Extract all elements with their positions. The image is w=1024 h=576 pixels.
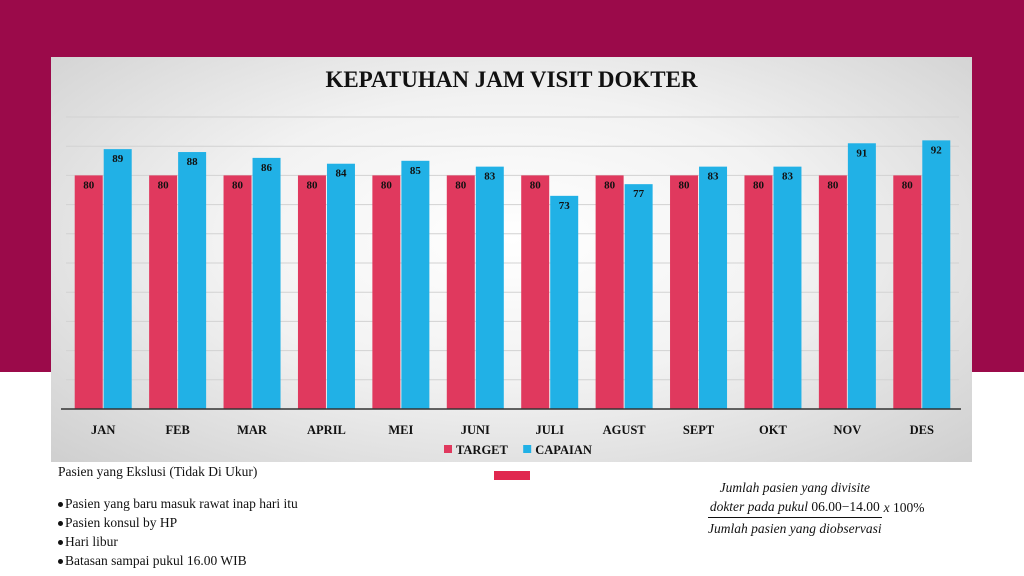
exclusion-notes: Pasien yang Ekslusi (Tidak Di Ukur) Pasi… xyxy=(58,464,298,570)
decorative-dash xyxy=(494,471,530,480)
bar-target xyxy=(446,175,475,409)
exclusion-heading: Pasien yang Ekslusi (Tidak Di Ukur) xyxy=(58,464,258,479)
bar-capaian xyxy=(326,163,355,409)
x-tick-label: DES xyxy=(910,423,934,437)
bar-capaian xyxy=(773,166,802,409)
legend-label: CAPAIAN xyxy=(535,443,592,457)
data-label: 91 xyxy=(856,147,867,159)
bullet-icon xyxy=(58,559,63,565)
bar-target xyxy=(74,175,103,409)
data-label: 92 xyxy=(931,144,943,156)
bar-target xyxy=(818,175,847,409)
data-label: 85 xyxy=(410,165,422,177)
data-label: 77 xyxy=(633,188,645,200)
x-tick-label: OKT xyxy=(759,423,787,437)
data-label: 80 xyxy=(827,179,839,191)
data-label: 80 xyxy=(753,179,765,191)
x-tick-label: MEI xyxy=(388,423,413,437)
formula-denominator: Jumlah pasien yang diobservasi xyxy=(708,521,882,536)
data-label: 80 xyxy=(455,179,467,191)
x-tick-label: JAN xyxy=(91,423,115,437)
bar-capaian xyxy=(847,143,876,409)
formula-multiplier: x 100% xyxy=(883,500,925,515)
bullet-icon xyxy=(58,502,63,508)
bar-target xyxy=(670,175,699,409)
data-label: 89 xyxy=(112,153,124,165)
fraction-line xyxy=(708,517,882,518)
data-label: 86 xyxy=(261,162,273,174)
data-label: 83 xyxy=(484,171,496,183)
bar-capaian xyxy=(103,149,132,409)
exclusion-item: Pasien yang baru masuk rawat inap hari i… xyxy=(58,494,298,513)
exclusion-item: Hari libur xyxy=(58,532,298,551)
bar-target xyxy=(297,175,326,409)
bar-target xyxy=(893,175,922,409)
data-label: 80 xyxy=(530,179,542,191)
data-label: 80 xyxy=(83,179,95,191)
x-tick-label: JULI xyxy=(535,423,564,437)
bar-capaian xyxy=(624,184,653,409)
bar-capaian xyxy=(178,152,207,409)
data-label: 84 xyxy=(335,168,347,180)
data-label: 80 xyxy=(381,179,393,191)
bar-target xyxy=(595,175,624,409)
x-tick-label: SEPT xyxy=(683,423,715,437)
data-label: 83 xyxy=(708,171,720,183)
bullet-icon xyxy=(58,521,63,527)
bar-capaian xyxy=(401,160,430,409)
exclusion-item: Pasien konsul by HP xyxy=(58,513,298,532)
data-label: 80 xyxy=(158,179,170,191)
compliance-formula: Jumlah pasien yang divisite dokter pada … xyxy=(708,478,924,538)
chart-title: KEPATUHAN JAM VISIT DOKTER xyxy=(325,67,698,92)
legend-swatch-target xyxy=(444,445,452,453)
formula-fraction: Jumlah pasien yang divisite dokter pada … xyxy=(708,478,882,538)
data-label: 80 xyxy=(604,179,616,191)
bar-capaian xyxy=(252,157,281,409)
bar-capaian xyxy=(475,166,504,409)
exclusion-item: Batasan sampai pukul 16.00 WIB xyxy=(58,551,298,570)
data-label: 80 xyxy=(679,179,691,191)
x-tick-label: AGUST xyxy=(603,423,647,437)
x-tick-label: JUNI xyxy=(461,423,490,437)
formula-numerator: Jumlah pasien yang divisite dokter pada … xyxy=(709,480,880,514)
bar-target xyxy=(223,175,252,409)
x-tick-label: FEB xyxy=(165,423,189,437)
legend-swatch-capaian xyxy=(523,445,532,453)
data-label: 83 xyxy=(782,171,794,183)
data-label: 80 xyxy=(232,179,244,191)
bar-target xyxy=(372,175,401,409)
x-tick-label: NOV xyxy=(833,423,861,437)
bar-capaian xyxy=(550,195,579,409)
chart-panel: KEPATUHAN JAM VISIT DOKTER 80 89 JAN 80 88 FE… xyxy=(51,57,972,462)
bar-capaian xyxy=(922,140,951,410)
bullet-icon xyxy=(58,540,63,546)
legend-label: TARGET xyxy=(456,443,509,457)
bar-chart: 80 89 JAN 80 88 FEB 80 86 MAR 80 84 APRIL 80 85 MEI 80 8… xyxy=(61,116,961,457)
bar-target xyxy=(744,175,773,409)
data-label: 80 xyxy=(306,179,318,191)
bar-target xyxy=(521,175,550,409)
x-tick-label: MAR xyxy=(237,423,268,437)
data-label: 88 xyxy=(187,156,199,168)
data-label: 80 xyxy=(902,179,914,191)
bar-target xyxy=(149,175,178,409)
data-label: 73 xyxy=(559,200,571,212)
bar-capaian xyxy=(699,166,728,409)
x-tick-label: APRIL xyxy=(307,423,346,437)
